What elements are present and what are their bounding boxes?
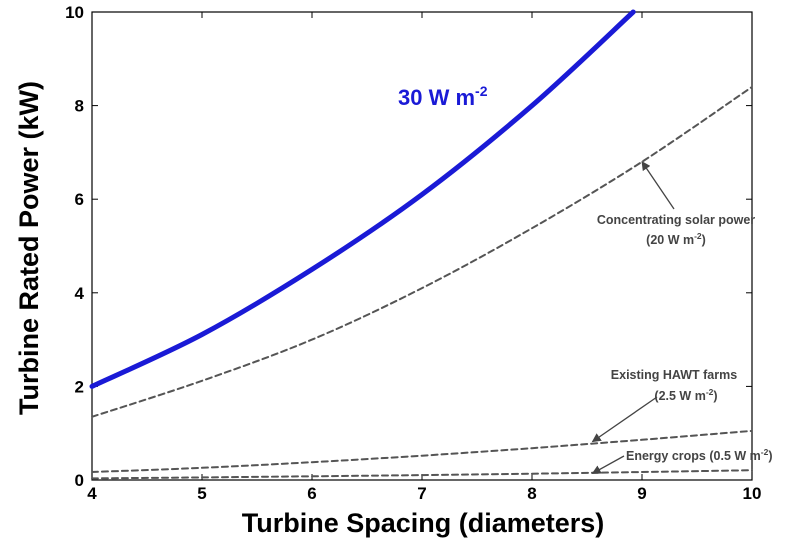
annotation-label: Concentrating solar power (597, 213, 755, 227)
annotation-text: (20 W m (646, 233, 694, 247)
y-tick-label: 8 (75, 97, 84, 116)
y-tick-label: 2 (75, 377, 84, 396)
y-tick-label: 0 (75, 471, 84, 490)
x-tick-label: 4 (87, 484, 97, 503)
x-tick-label: 10 (743, 484, 762, 503)
y-axis-title: Turbine Rated Power (kW) (14, 81, 44, 415)
annotation-label: (2.5 W m-2) (654, 387, 717, 403)
series-group: 30 W m-2 (89, 9, 753, 480)
series-line-reference-1 (91, 85, 753, 418)
annotation-label: Existing HAWT farms (611, 368, 737, 382)
axes: 4 5 6 7 8 9 10 0 2 4 6 8 10 (65, 3, 761, 503)
annotation-arrow (591, 396, 658, 443)
x-tick-label: 7 (417, 484, 426, 503)
x-tick-label: 6 (307, 484, 316, 503)
annotation-text: Concentrating solar power (597, 213, 755, 227)
series-line-30wm2 (89, 9, 636, 389)
annotation-superscript: -2 (706, 387, 714, 397)
annotation-label: (20 W m-2) (646, 231, 706, 247)
annotations: Concentrating solar power(20 W m-2)Exist… (591, 161, 773, 475)
y-tick-label: 6 (75, 190, 84, 209)
annotation-text: ) (702, 233, 706, 247)
annotation-arrow (641, 161, 675, 210)
x-axis-title: Turbine Spacing (diameters) (242, 508, 605, 538)
series-label-superscript: -2 (475, 83, 488, 99)
series-label-30wm2: 30 W m-2 (398, 83, 488, 110)
annotation-text: ) (713, 389, 717, 403)
annotation-text: ) (768, 449, 772, 463)
series-line-reference-2 (91, 429, 753, 473)
y-tick-label: 4 (75, 284, 85, 303)
annotation-text: (2.5 W m (654, 389, 705, 403)
annotation-text: Existing HAWT farms (611, 368, 737, 382)
series-label-text: 30 W m (398, 85, 475, 110)
x-tick-label: 5 (197, 484, 206, 503)
annotation-arrow (591, 455, 625, 475)
y-tick-label: 10 (65, 3, 84, 22)
series-line-reference-3 (91, 469, 753, 480)
annotation-label: Energy crops (0.5 W m-2) (626, 447, 773, 463)
annotation-text: Energy crops (0.5 W m (626, 449, 761, 463)
annotation-superscript: -2 (694, 231, 702, 241)
annotation-superscript: -2 (761, 447, 769, 457)
x-tick-label: 9 (637, 484, 646, 503)
x-tick-label: 8 (527, 484, 536, 503)
